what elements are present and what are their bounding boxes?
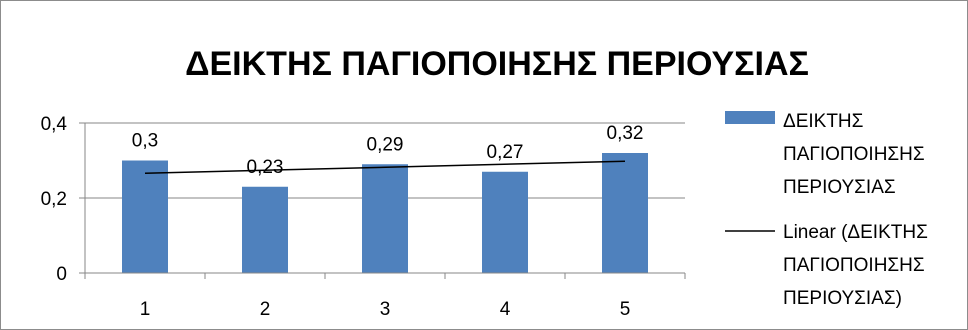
y-axis: 0 0,2 0,4 [41, 114, 86, 285]
x-tick-label: 1 [140, 299, 151, 320]
y-tick-label: 0 [56, 264, 67, 285]
y-tick-label: 0,2 [41, 189, 67, 210]
data-label: 0,29 [367, 134, 404, 155]
legend-label: Linear (ΔΕΙΚΤΗΣ [783, 222, 928, 243]
chart-title: ΔΕΙΚΤΗΣ ΠΑΓΙΟΠΟΙΗΣΗΣ ΠΕΡΙΟΥΣΙΑΣ [185, 45, 809, 83]
data-label: 0,32 [607, 123, 644, 144]
data-label: 0,27 [487, 142, 524, 163]
legend-swatch-bar [725, 111, 775, 124]
bar [242, 186, 288, 273]
trendline [144, 160, 626, 174]
bar-series [122, 153, 648, 273]
data-labels: 0,3 0,23 0,29 0,27 0,32 [132, 123, 644, 178]
legend-label: ΔΕΙΚΤΗΣ [783, 111, 863, 132]
legend-label: ΠΑΓΙΟΠΟΙΗΣΗΣ [783, 255, 925, 276]
bar [362, 164, 408, 273]
legend: ΔΕΙΚΤΗΣ ΠΑΓΙΟΠΟΙΗΣΗΣ ΠΕΡΙΟΥΣΙΑΣ Linear (ΔΕΙ… [725, 111, 928, 309]
bar [482, 171, 528, 273]
x-tick-label: 2 [260, 299, 271, 320]
bar [602, 153, 648, 273]
x-tick-label: 5 [620, 299, 631, 320]
data-label: 0,3 [132, 131, 158, 152]
x-axis: 1 2 3 4 5 [84, 272, 686, 320]
legend-label: ΠΑΓΙΟΠΟΙΗΣΗΣ [783, 144, 925, 165]
trendline-line [144, 160, 626, 174]
legend-label: ΠΕΡΙΟΥΣΙΑΣ [783, 177, 896, 198]
y-tick-label: 0,4 [41, 114, 68, 135]
data-label: 0,23 [247, 157, 284, 178]
x-tick-label: 4 [500, 299, 511, 320]
x-tick-label: 3 [380, 299, 391, 320]
legend-label: ΠΕΡΙΟΥΣΙΑΣ) [783, 288, 902, 309]
bar [122, 160, 168, 273]
